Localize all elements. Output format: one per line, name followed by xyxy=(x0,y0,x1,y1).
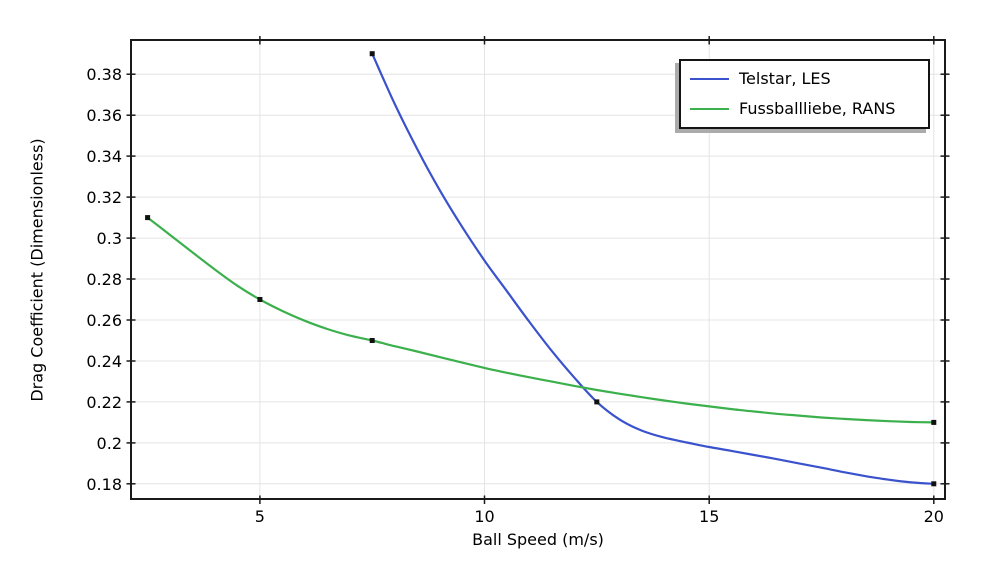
data-point-marker xyxy=(145,215,151,221)
series-lines xyxy=(146,52,935,485)
plot-frame xyxy=(130,39,946,500)
y-tick-label: 0.28 xyxy=(86,270,122,289)
data-point-marker xyxy=(257,297,263,302)
y-tick-label: 0.34 xyxy=(86,147,122,166)
series-line-0 xyxy=(371,52,935,485)
gridlines xyxy=(131,40,945,499)
data-point-markers xyxy=(145,51,937,487)
y-tick-label: 0.3 xyxy=(97,229,122,248)
y-tick-label: 0.32 xyxy=(86,188,122,207)
data-point-marker xyxy=(369,51,375,57)
y-tick-label: 0.18 xyxy=(86,475,122,494)
y-tick-label: 0.36 xyxy=(86,106,122,125)
data-point-marker xyxy=(369,338,375,343)
legend-entry-1: Fussballliebe, RANS xyxy=(690,98,928,121)
y-tick-label: 0.2 xyxy=(97,434,122,453)
x-tick-label: 15 xyxy=(699,507,719,526)
series-line-1 xyxy=(146,216,935,424)
x-axis-label: Ball Speed (m/s) xyxy=(472,530,604,549)
y-tick-label: 0.24 xyxy=(86,352,122,371)
legend-box: Telstar, LES Fussballliebe, RANS xyxy=(679,59,930,129)
legend-entry-0: Telstar, LES xyxy=(690,68,928,91)
legend-line-swatch xyxy=(690,108,729,110)
axis-ticks xyxy=(126,36,950,504)
legend-label: Fussballliebe, RANS xyxy=(739,99,896,118)
y-tick-label: 0.22 xyxy=(86,393,122,412)
data-point-marker xyxy=(594,399,600,405)
data-point-marker xyxy=(931,419,937,425)
data-point-marker xyxy=(931,481,937,487)
x-tick-label: 5 xyxy=(255,507,265,526)
x-tick-label: 20 xyxy=(924,507,944,526)
legend-line-swatch xyxy=(690,78,729,80)
y-tick-label: 0.26 xyxy=(86,311,122,330)
tick-labels: 5 10 15 20 0.18 0.2 0.22 0.24 0.26 0.28 0.3 0.32 0.3… xyxy=(86,65,944,526)
x-tick-label: 10 xyxy=(474,507,494,526)
legend-label: Telstar, LES xyxy=(739,69,831,88)
y-axis-label: Drag Coefficient (Dimensionless) xyxy=(27,138,47,402)
y-tick-label: 0.38 xyxy=(86,65,122,84)
